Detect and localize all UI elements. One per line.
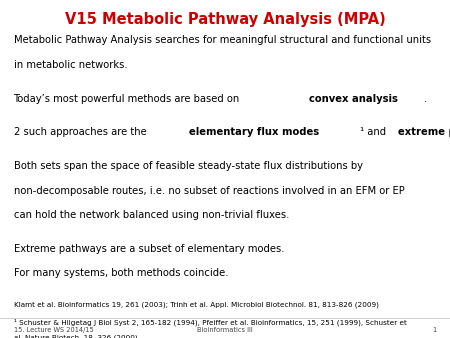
Text: Metabolic Pathway Analysis searches for meaningful structural and functional uni: Metabolic Pathway Analysis searches for … xyxy=(14,35,431,46)
Text: Today’s most powerful methods are based on: Today’s most powerful methods are based … xyxy=(14,94,243,104)
Text: Both sets span the space of feasible steady-state flux distributions by: Both sets span the space of feasible ste… xyxy=(14,161,363,171)
Text: 1: 1 xyxy=(432,327,436,333)
Text: elementary flux modes: elementary flux modes xyxy=(189,127,319,138)
Text: Extreme pathways are a subset of elementary modes.: Extreme pathways are a subset of element… xyxy=(14,244,284,254)
Text: convex analysis: convex analysis xyxy=(310,94,398,104)
Text: V15 Metabolic Pathway Analysis (MPA): V15 Metabolic Pathway Analysis (MPA) xyxy=(65,12,385,27)
Text: .: . xyxy=(424,94,427,104)
Text: 15. Lecture WS 2014/15: 15. Lecture WS 2014/15 xyxy=(14,327,93,333)
Text: in metabolic networks.: in metabolic networks. xyxy=(14,60,127,70)
Text: ¹ Schuster & Hilgetag J Biol Syst 2, 165-182 (1994), Pfeiffer et al. Bioinformat: ¹ Schuster & Hilgetag J Biol Syst 2, 165… xyxy=(14,318,406,325)
Text: For many systems, both methods coincide.: For many systems, both methods coincide. xyxy=(14,268,228,278)
Text: non-decomposable routes, i.e. no subset of reactions involved in an EFM or EP: non-decomposable routes, i.e. no subset … xyxy=(14,186,404,196)
Text: extreme pathways: extreme pathways xyxy=(398,127,450,138)
Text: can hold the network balanced using non-trivial fluxes.: can hold the network balanced using non-… xyxy=(14,210,289,220)
Text: ¹ and: ¹ and xyxy=(357,127,389,138)
Text: al. Nature Biotech. 18, 326 (2000): al. Nature Biotech. 18, 326 (2000) xyxy=(14,334,137,338)
Text: Klamt et al. Bioinformatics 19, 261 (2003); Trinh et al. Appl. Microbiol Biotech: Klamt et al. Bioinformatics 19, 261 (200… xyxy=(14,302,378,308)
Text: 2 such approaches are the: 2 such approaches are the xyxy=(14,127,149,138)
Text: Bioinformatics III: Bioinformatics III xyxy=(197,327,253,333)
